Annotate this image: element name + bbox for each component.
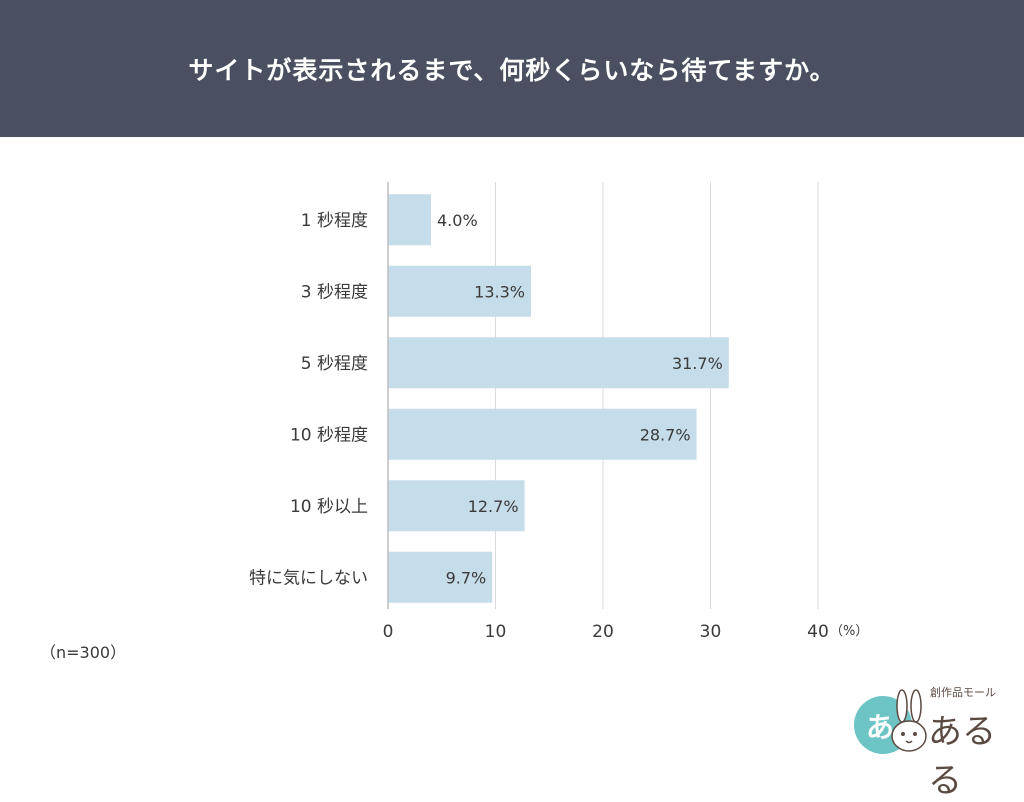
x-tick-label: 30 — [700, 622, 722, 637]
bar — [388, 337, 729, 389]
value-label: 12.7% — [468, 497, 519, 516]
x-tick-label: 10 — [485, 622, 507, 637]
bar — [388, 194, 431, 246]
header-banner: サイトが表示されるまで、何秒くらいなら待てますか。 — [0, 0, 1024, 137]
logo-subtitle: 創作品モール — [930, 686, 996, 699]
x-unit-label: （%） — [830, 624, 868, 637]
bar-chart: 1 秒程度 4.0% 3 秒程度 13.3% 5 秒程度 31.7% 10 秒程度 28.7%… — [249, 182, 868, 637]
x-tick-label: 40 — [807, 622, 829, 637]
rabbit-icon — [891, 689, 927, 752]
x-tick-label: 20 — [592, 622, 614, 637]
value-label: 13.3% — [474, 282, 525, 301]
category-label: 5 秒程度 — [301, 354, 368, 374]
bar — [388, 480, 525, 532]
value-label: 28.7% — [640, 425, 691, 444]
logo: あ 創作品モール あるる — [850, 682, 1020, 801]
bar — [388, 265, 531, 317]
bar — [388, 408, 697, 460]
category-label: 3 秒程度 — [301, 282, 368, 302]
category-label: 10 秒程度 — [290, 425, 368, 445]
category-label: 1 秒程度 — [301, 211, 368, 231]
value-label: 9.7% — [446, 568, 487, 587]
category-label: 特に気にしない — [249, 568, 368, 588]
chart-title: サイトが表示されるまで、何秒くらいなら待てますか。 — [188, 55, 836, 85]
bar — [388, 551, 493, 603]
category-label: 10 秒以上 — [290, 497, 368, 517]
value-label: 31.7% — [672, 354, 723, 373]
sample-size-note: （n=300） — [40, 643, 127, 662]
logo-badge-char: あ — [866, 711, 895, 744]
x-tick-label: 0 — [383, 622, 394, 637]
logo-name: あるる — [928, 712, 996, 801]
value-label: 4.0% — [437, 211, 478, 230]
